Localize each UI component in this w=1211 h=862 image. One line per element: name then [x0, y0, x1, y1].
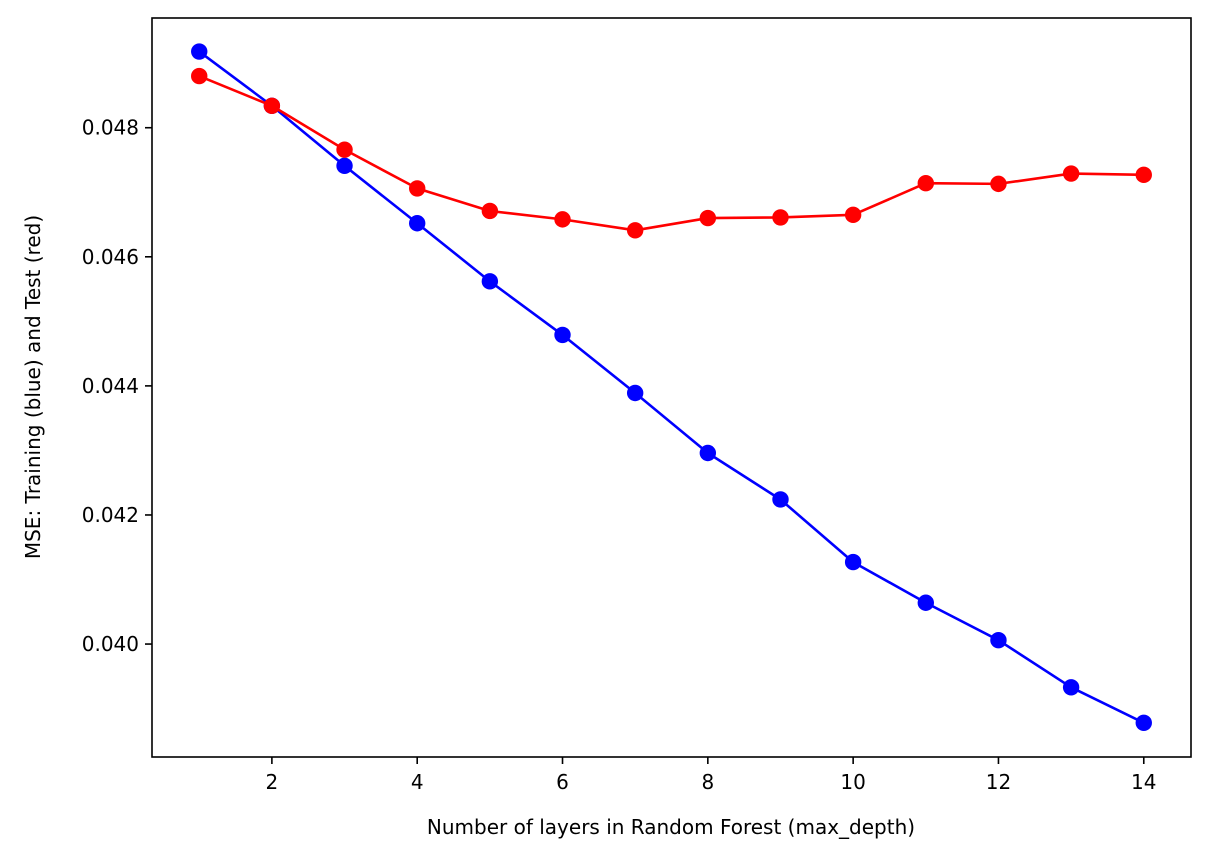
- x-tick-label: 14: [1131, 770, 1156, 794]
- series-1-point: [263, 97, 281, 114]
- series-layer: [191, 43, 1152, 731]
- x-tick-label: 8: [701, 770, 714, 794]
- series-1-line: [198, 74, 1144, 232]
- series-0-point: [409, 215, 426, 232]
- series-0-line: [198, 50, 1145, 724]
- series-1-point: [481, 202, 499, 220]
- series-1-point: [917, 175, 934, 192]
- series-1-point: [1062, 165, 1080, 182]
- y-tick-label: 0.044: [82, 374, 139, 398]
- plot-frame: [151, 17, 1192, 758]
- y-tick-label: 0.042: [82, 503, 139, 527]
- series-0-point: [336, 157, 353, 174]
- series-1-point: [699, 209, 717, 227]
- series-0-point: [626, 384, 644, 402]
- x-tick-label: 6: [556, 770, 569, 794]
- series-1-point: [554, 211, 571, 228]
- series-0-point: [990, 631, 1007, 649]
- series-1-point: [844, 206, 862, 224]
- series-1-point: [336, 141, 353, 158]
- series-1-point: [990, 175, 1007, 193]
- y-axis-ticks: 0.040 0.042 0.044 0.046 0.048: [82, 116, 152, 656]
- x-tick-label: 4: [411, 770, 424, 794]
- series-0-point: [917, 594, 934, 611]
- series-0-point: [844, 553, 862, 571]
- x-tick-label: 10: [840, 770, 865, 794]
- series-0-point: [772, 491, 789, 508]
- series-1-point: [626, 222, 644, 239]
- series-1-point: [1135, 166, 1152, 184]
- y-axis-label: MSE: Training (blue) and Test (red): [21, 215, 45, 559]
- series-0-point: [554, 326, 571, 344]
- x-tick-label: 2: [266, 770, 279, 794]
- series-1-point: [772, 209, 789, 226]
- series-0-point: [1135, 714, 1152, 731]
- y-tick-label: 0.048: [82, 116, 139, 140]
- series-1-point: [409, 180, 426, 197]
- y-tick-label: 0.040: [82, 632, 139, 656]
- x-tick-label: 12: [986, 770, 1011, 794]
- y-tick-label: 0.046: [82, 245, 139, 269]
- x-axis-ticks: 2 4 6 8 10 12 14: [266, 757, 1156, 794]
- series-0-point: [191, 43, 208, 60]
- series-1-point: [191, 67, 208, 85]
- series-0-point: [481, 273, 499, 290]
- series-0-point: [1062, 679, 1080, 696]
- series-0-point: [699, 444, 717, 462]
- x-axis-label: Number of layers in Random Forest (max_d…: [427, 815, 915, 839]
